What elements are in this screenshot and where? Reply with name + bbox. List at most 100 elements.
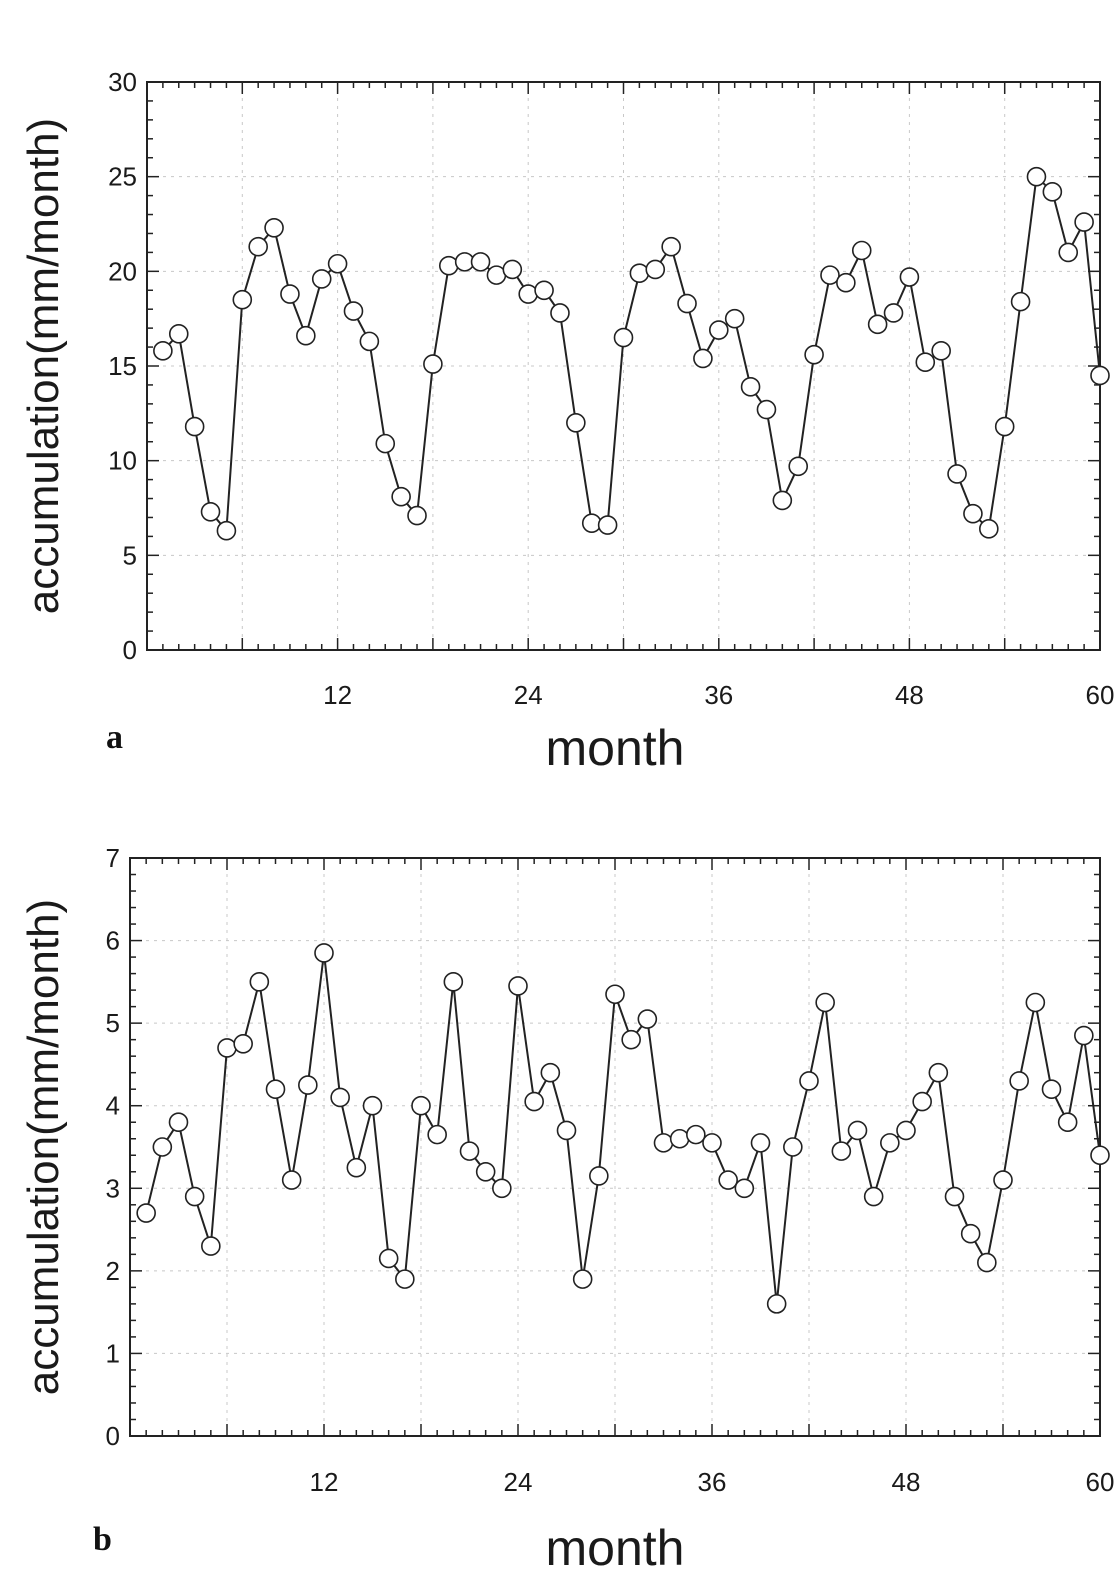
data-point <box>815 992 835 1013</box>
data-point <box>605 984 625 1005</box>
data-point <box>851 240 872 261</box>
data-point <box>766 1294 787 1314</box>
data-point <box>653 1133 674 1153</box>
data-point <box>645 259 666 280</box>
data-point <box>550 303 570 323</box>
data-point <box>1074 1025 1094 1046</box>
data-point <box>708 320 729 340</box>
data-point <box>831 1141 852 1161</box>
data-point <box>702 1133 722 1153</box>
data-point <box>724 308 745 329</box>
data-point <box>518 284 539 304</box>
data-point <box>637 1009 658 1029</box>
data-point <box>136 1203 156 1223</box>
data-point <box>264 217 284 238</box>
data-point <box>249 972 270 992</box>
data-point <box>629 263 650 284</box>
data-point <box>534 280 554 301</box>
data-point <box>693 348 713 369</box>
y-tick-label: 0 <box>106 1421 120 1451</box>
panel-label: b <box>93 1521 112 1558</box>
data-point <box>492 1178 512 1199</box>
data-point <box>232 289 253 310</box>
y-tick-label: 4 <box>106 1091 120 1121</box>
y-tick-label: 3 <box>106 1173 120 1203</box>
data-point <box>265 1079 286 1099</box>
data-point <box>836 272 856 293</box>
data-point <box>669 1128 690 1149</box>
data-point <box>475 1161 496 1182</box>
panel-label: a <box>106 719 123 756</box>
data-point <box>993 1170 1013 1190</box>
data-point <box>395 1269 415 1289</box>
data-point <box>947 464 967 484</box>
data-point <box>1009 1071 1029 1091</box>
data-point <box>912 1091 932 1112</box>
data-point <box>1058 242 1079 263</box>
data-point <box>298 1075 318 1095</box>
x-tick-label: 12 <box>310 1467 339 1497</box>
x-tick-label: 48 <box>895 680 924 710</box>
data-point <box>783 1137 803 1157</box>
data-point <box>346 1157 367 1178</box>
data-point <box>963 503 983 524</box>
data-point <box>883 303 904 323</box>
data-point <box>438 255 459 276</box>
data-point <box>597 515 618 535</box>
data-point <box>280 284 300 304</box>
data-point <box>556 1120 577 1141</box>
data-point <box>677 293 697 314</box>
data-point <box>799 1071 819 1091</box>
y-axis-title: accumulation(mm/month) <box>19 899 68 1395</box>
data-point <box>1074 212 1094 232</box>
data-point <box>820 265 840 285</box>
data-point <box>343 301 364 321</box>
x-tick-label: 24 <box>514 680 543 710</box>
y-tick-label: 10 <box>108 446 137 476</box>
data-point <box>281 1170 302 1190</box>
data-point <box>863 1186 884 1207</box>
data-point <box>168 1112 189 1133</box>
data-point <box>168 324 189 344</box>
data-point <box>928 1062 949 1083</box>
data-point <box>216 520 237 541</box>
data-point <box>362 1095 383 1116</box>
data-point <box>423 354 443 374</box>
data-point <box>359 331 380 352</box>
data-point <box>686 1124 706 1145</box>
data-point <box>994 416 1015 437</box>
data-point <box>1025 992 1046 1013</box>
x-tick-label: 60 <box>1086 1467 1115 1497</box>
data-point <box>804 344 824 365</box>
data-point <box>153 341 173 361</box>
series-line <box>162 174 1101 534</box>
y-tick-label: 0 <box>123 635 137 665</box>
y-axis-title: accumulation(mm/month) <box>19 118 68 614</box>
data-point <box>327 253 348 274</box>
x-tick-label: 48 <box>892 1467 921 1497</box>
data-point <box>977 1252 997 1273</box>
series-line <box>145 952 1101 1305</box>
data-point <box>734 1178 755 1199</box>
data-point <box>896 1120 916 1141</box>
data-point <box>1010 291 1031 312</box>
y-tick-label: 5 <box>106 1008 120 1038</box>
data-point <box>979 519 999 539</box>
data-point <box>621 1029 641 1050</box>
data-point <box>1042 182 1063 202</box>
data-point <box>847 1120 868 1141</box>
data-point <box>589 1166 609 1186</box>
y-tick-label: 30 <box>108 67 137 97</box>
data-point <box>788 456 809 477</box>
data-point <box>899 267 920 287</box>
data-point <box>524 1091 544 1112</box>
x-axis-title: month <box>546 1520 685 1574</box>
data-point <box>427 1124 447 1145</box>
data-point <box>880 1133 900 1153</box>
data-point <box>1090 365 1110 386</box>
data-point <box>1057 1112 1078 1133</box>
x-tick-label: 60 <box>1086 680 1115 710</box>
data-point <box>540 1062 561 1083</box>
data-point <box>931 341 951 361</box>
